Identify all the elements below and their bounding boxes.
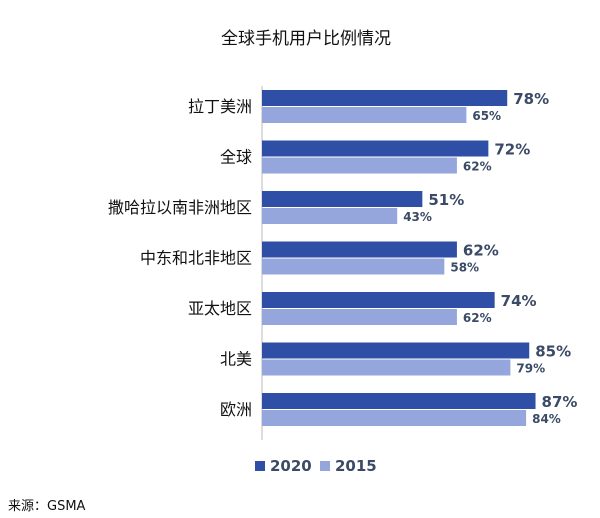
category-label: 中东和北非地区 bbox=[140, 249, 252, 268]
chart-title: 全球手机用户比例情况 bbox=[221, 29, 391, 49]
data-label-2020: 78% bbox=[513, 90, 549, 108]
bar-2020 bbox=[262, 191, 423, 207]
bar-2015 bbox=[262, 208, 398, 224]
legend-label-2015: 2015 bbox=[335, 457, 377, 475]
data-label-2015: 65% bbox=[472, 109, 501, 123]
category-label: 北美 bbox=[220, 350, 252, 369]
bar-2020 bbox=[262, 140, 489, 157]
bar-2015 bbox=[262, 410, 527, 426]
bars-group: 拉丁美洲 78%65%全球 72%62%撒哈拉以南非洲地区 51%43%中东和北非地区… bbox=[108, 90, 577, 426]
data-label-2020: 51% bbox=[428, 191, 464, 209]
data-label-2015: 58% bbox=[450, 261, 479, 275]
bar-2015 bbox=[262, 157, 457, 174]
category-label: 撒哈拉以南非洲地区 bbox=[108, 198, 252, 217]
bar-2015 bbox=[262, 107, 467, 123]
bar-2015 bbox=[262, 258, 445, 275]
data-label-2015: 62% bbox=[463, 160, 492, 174]
data-label-2020: 62% bbox=[463, 242, 499, 260]
legend-swatch-2015 bbox=[320, 461, 330, 471]
bar-2020 bbox=[262, 241, 457, 258]
data-label-2020: 74% bbox=[501, 292, 537, 310]
bar-2020 bbox=[262, 342, 530, 359]
legend: 2020 2015 bbox=[255, 457, 377, 475]
data-label-2015: 84% bbox=[532, 412, 561, 426]
category-label: 全球 bbox=[220, 148, 252, 167]
bar-2020 bbox=[262, 90, 508, 106]
category-label: 欧洲 bbox=[220, 400, 252, 419]
bar-2020 bbox=[262, 393, 536, 409]
data-label-2015: 43% bbox=[403, 210, 432, 224]
bar-2015 bbox=[262, 309, 457, 325]
data-label-2020: 87% bbox=[542, 393, 578, 411]
data-label-2020: 72% bbox=[494, 141, 530, 159]
category-label: 亚太地区 bbox=[188, 299, 252, 318]
data-label-2015: 62% bbox=[463, 311, 492, 325]
source-note: 来源：GSMA bbox=[8, 499, 86, 514]
bar-2020 bbox=[262, 292, 495, 308]
category-label: 拉丁美洲 bbox=[188, 97, 252, 116]
legend-swatch-2020 bbox=[255, 461, 265, 471]
legend-label-2020: 2020 bbox=[270, 457, 312, 475]
bar-2015 bbox=[262, 359, 511, 376]
data-label-2020: 85% bbox=[535, 343, 571, 361]
data-label-2015: 79% bbox=[516, 362, 545, 376]
